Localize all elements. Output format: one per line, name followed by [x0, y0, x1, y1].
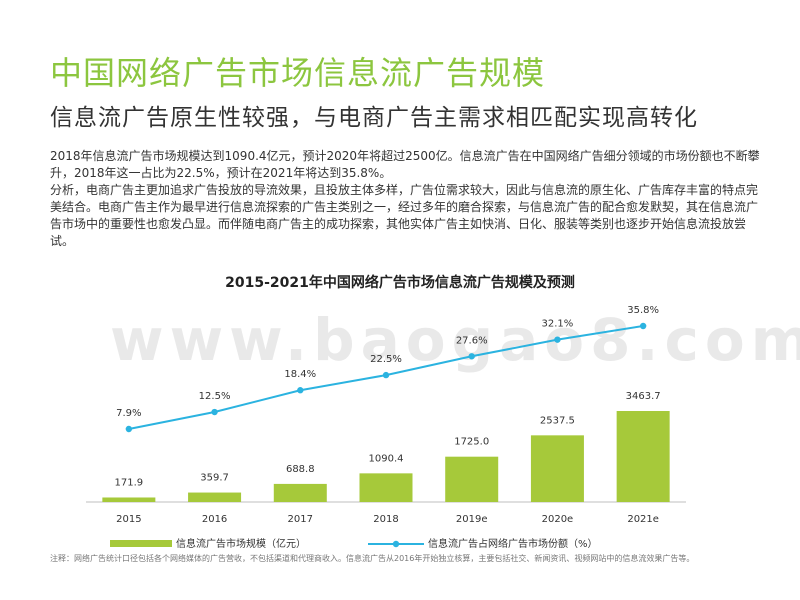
share-point-2018 [382, 371, 390, 379]
legend-line-label: 信息流广告占网络广告市场份额（%） [428, 537, 598, 550]
x-tick-2020e: 2020e [542, 514, 574, 525]
bar-label-2015: 171.9 [115, 477, 144, 488]
bar-2015 [102, 497, 156, 502]
share-label-2021e: 35.8% [627, 305, 659, 316]
page-title: 中国网络广告市场信息流广告规模 [50, 54, 546, 92]
bar-label-2016: 359.7 [200, 473, 229, 484]
share-label-2017: 18.4% [284, 369, 316, 380]
paragraph-1: 2018年信息流广告市场规模达到1090.4亿元，预计2020年将超过2500亿… [50, 149, 760, 180]
x-tick-2018: 2018 [373, 514, 398, 525]
bar-2018 [359, 473, 413, 502]
bar-label-2021e: 3463.7 [626, 391, 661, 402]
legend-bar-label: 信息流广告市场规模（亿元） [176, 537, 306, 550]
share-point-2021e [639, 322, 647, 330]
share-label-2018: 22.5% [370, 354, 402, 365]
share-label-2016: 12.5% [199, 391, 231, 402]
share-point-2019e [468, 353, 475, 360]
legend-bar-swatch [110, 540, 172, 547]
x-tick-2021e: 2021e [627, 514, 659, 525]
legend-line-marker [392, 540, 400, 548]
share-point-2016 [211, 408, 218, 416]
x-tick-2019e: 2019e [456, 514, 488, 525]
bar-2021e [616, 411, 670, 502]
bar-label-2020e: 2537.5 [540, 415, 575, 426]
bar-label-2018: 1090.4 [369, 453, 404, 464]
footnote: 注释：网络广告统计口径包括各个网络媒体的广告营收，不包括渠道和代理商收入。信息流… [50, 554, 695, 563]
bar-2017 [273, 483, 327, 502]
bar-label-2017: 688.8 [286, 464, 315, 475]
bar-2019e [445, 456, 499, 502]
bar-2020e [530, 435, 584, 502]
page-subtitle: 信息流广告原生性较强，与电商广告主需求相匹配实现高转化 [50, 105, 698, 131]
share-label-2019e: 27.6% [456, 335, 488, 346]
share-point-2015 [125, 425, 133, 433]
x-tick-2016: 2016 [202, 514, 227, 525]
chart-title: 2015-2021年中国网络广告市场信息流广告规模及预测 [225, 275, 575, 291]
x-tick-2017: 2017 [288, 514, 313, 525]
paragraph-2: 分析，电商广告主更加追求广告投放的导流效果，且投放主体多样，广告位需求较大，因此… [50, 183, 759, 248]
share-point-2017 [297, 387, 304, 394]
share-label-2015: 7.9% [116, 408, 141, 419]
share-label-2020e: 32.1% [542, 319, 574, 330]
bar-label-2019e: 1725.0 [454, 437, 489, 448]
bar-2016 [188, 492, 242, 502]
share-point-2020e [554, 336, 561, 343]
x-tick-2015: 2015 [116, 514, 141, 525]
